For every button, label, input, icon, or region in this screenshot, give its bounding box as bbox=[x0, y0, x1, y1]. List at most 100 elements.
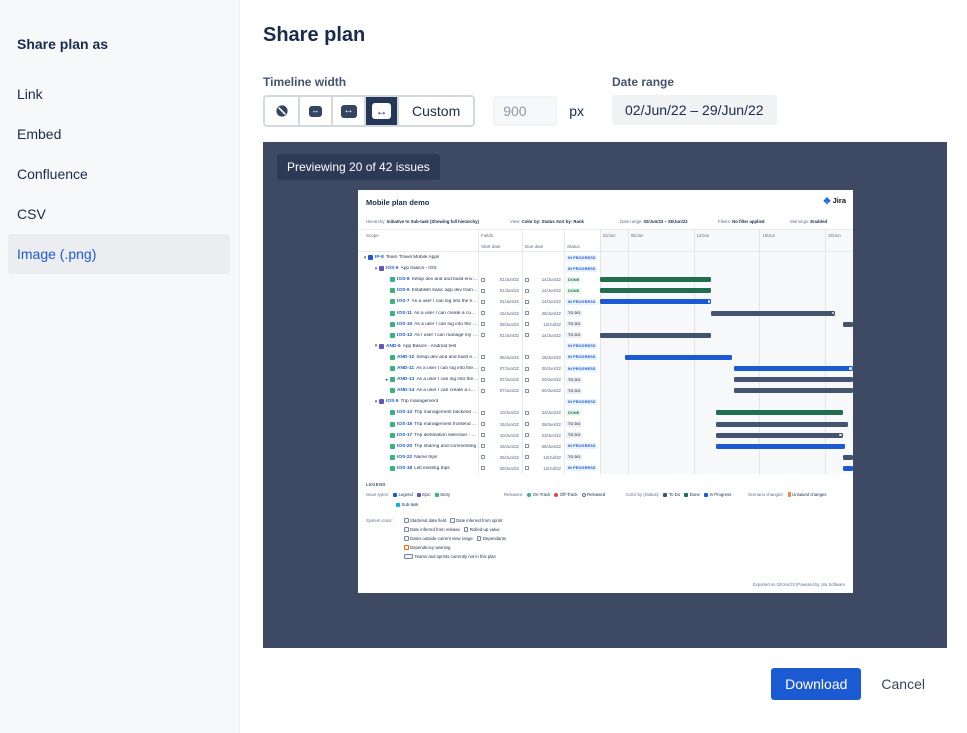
status-lozenge: IN PROGRESS bbox=[566, 298, 598, 305]
due-date-cell: 20/Jun/22 bbox=[522, 363, 564, 374]
row-timeline-cell bbox=[600, 285, 853, 296]
calendar-icon bbox=[525, 333, 529, 338]
initiative-issue-icon bbox=[368, 255, 373, 261]
due-date-cell: 28/Jun/22 bbox=[522, 419, 564, 430]
status-lozenge: IN PROGRESS bbox=[566, 398, 598, 405]
page-title: Share plan bbox=[263, 24, 366, 46]
sidebar-item-link[interactable]: Link bbox=[17, 86, 43, 102]
wide-width-button[interactable]: ↔ bbox=[364, 97, 397, 125]
legend-item: Done bbox=[684, 492, 700, 497]
system-item-text: Dependants bbox=[482, 536, 507, 541]
story-issue-icon bbox=[390, 354, 395, 360]
issue-key: IOS-20 bbox=[397, 443, 413, 449]
calendar-icon bbox=[481, 277, 485, 282]
status-lozenge: DONE bbox=[566, 287, 582, 294]
story-issue-icon bbox=[390, 388, 395, 394]
legend-item: Epic bbox=[416, 492, 431, 497]
due-date-cell bbox=[522, 252, 564, 263]
plan-row: ▾ IOS-6 App basics - IOS IN PROGRESS bbox=[358, 263, 853, 274]
medium-width-button[interactable]: ↔ bbox=[331, 97, 364, 125]
status-lozenge: TO DO bbox=[566, 310, 583, 317]
gantt-bar bbox=[600, 288, 712, 294]
start-date-value: 10/Jun/22 bbox=[499, 432, 519, 438]
gantt-bar bbox=[716, 432, 843, 438]
status-lozenge: IN PROGRESS bbox=[566, 254, 598, 261]
start-date-value: 29/Jun/22 bbox=[499, 465, 519, 471]
week-gridline bbox=[825, 230, 827, 474]
status-lozenge: TO DO bbox=[566, 454, 583, 461]
download-button[interactable]: Download bbox=[771, 668, 862, 700]
sidebar-item-confluence[interactable]: Confluence bbox=[17, 166, 88, 182]
start-date-cell: 01/Jun/22 bbox=[478, 285, 522, 296]
system-item-text: Dates outside current view range bbox=[410, 536, 473, 541]
plan-header-row-1: Scope Fields 02/Jun 05/Jun 12/Jun 19/Jun 26/Ju… bbox=[358, 230, 853, 241]
cancel-button[interactable]: Cancel bbox=[871, 668, 935, 700]
gantt-bar bbox=[600, 332, 712, 338]
timeline-date-label: 12/Jun bbox=[696, 232, 710, 238]
sidebar-item-csv[interactable]: CSV bbox=[17, 206, 46, 222]
story-issue-icon bbox=[390, 366, 395, 372]
timeline-date-label: 19/Jun bbox=[762, 232, 775, 238]
due-date-cell: 28/Jun/22 bbox=[522, 441, 564, 452]
legend-item: Unsaved changes bbox=[787, 492, 827, 497]
calendar-icon bbox=[525, 377, 529, 382]
plan-title: Mobile plan demo bbox=[366, 198, 430, 207]
sidebar-item-image-png[interactable]: Image (.png) bbox=[8, 234, 230, 274]
legend-item-text: Unsaved changes bbox=[792, 492, 827, 497]
custom-width-input[interactable] bbox=[493, 96, 558, 126]
start-date-value: 07/Jun/22 bbox=[499, 366, 519, 372]
calendar-icon bbox=[525, 422, 529, 427]
start-date-value: 07/Jun/22 bbox=[499, 377, 519, 383]
row-timeline-cell bbox=[600, 463, 853, 474]
fields-column-header: Fields bbox=[481, 232, 494, 238]
start-date-cell: 15/Jun/22 bbox=[478, 419, 522, 430]
issue-key: IOS-22 bbox=[397, 454, 413, 460]
legend-swatch bbox=[434, 492, 439, 497]
plan-meta-item: View: Color by: Status Sort by: Rank bbox=[510, 219, 584, 224]
status-cell: TO DO bbox=[564, 319, 600, 330]
row-timeline-cell bbox=[600, 374, 853, 385]
start-date-cell: 05/Jun/22 bbox=[478, 352, 522, 363]
system-item-text: Start/end date field bbox=[410, 518, 447, 523]
box-system-icon bbox=[404, 527, 409, 532]
issue-name: As a user I can create a custom user p bbox=[413, 310, 478, 316]
calendar-icon bbox=[481, 311, 485, 316]
due-date-value: 20/Jun/22 bbox=[541, 388, 561, 394]
story-issue-icon bbox=[390, 432, 395, 438]
timeline-width-controls: ↔ ↔ ↔ Custom px bbox=[263, 95, 584, 127]
row-timeline-cell bbox=[600, 407, 853, 418]
timeline-width-segmented: ↔ ↔ ↔ Custom bbox=[263, 95, 476, 127]
custom-width-button[interactable]: Custom bbox=[397, 97, 474, 125]
story-issue-icon bbox=[390, 321, 395, 327]
width-arrow-icon: ↔ bbox=[340, 104, 357, 118]
no-timeline-button[interactable] bbox=[265, 97, 298, 125]
due-date-cell: 23/Jun/22 bbox=[522, 430, 564, 441]
row-timeline-cell bbox=[600, 419, 853, 430]
legend-item: Story bbox=[434, 492, 450, 497]
due-date-value: 18/Jun/22 bbox=[541, 354, 561, 360]
story-issue-icon bbox=[390, 332, 395, 338]
calendar-icon bbox=[525, 322, 529, 327]
calendar-icon bbox=[525, 466, 529, 471]
issue-name: As a user I can create a custom user bbox=[416, 388, 478, 394]
calendar-icon bbox=[481, 299, 485, 304]
legend-swatch bbox=[396, 502, 400, 507]
status-lozenge: TO DO bbox=[566, 376, 583, 383]
narrow-width-button[interactable]: ↔ bbox=[298, 97, 331, 125]
sidebar-item-embed[interactable]: Embed bbox=[17, 126, 62, 142]
legend-item-text: Legend bbox=[398, 492, 413, 497]
expand-open-icon: ▾ bbox=[363, 254, 367, 261]
system-legend-item: Date inferred from release bbox=[404, 527, 460, 532]
system-item-text: Rolled-up value bbox=[469, 527, 500, 532]
due-date-value: 20/Jun/22 bbox=[541, 377, 561, 383]
row-timeline-cell bbox=[600, 330, 853, 341]
